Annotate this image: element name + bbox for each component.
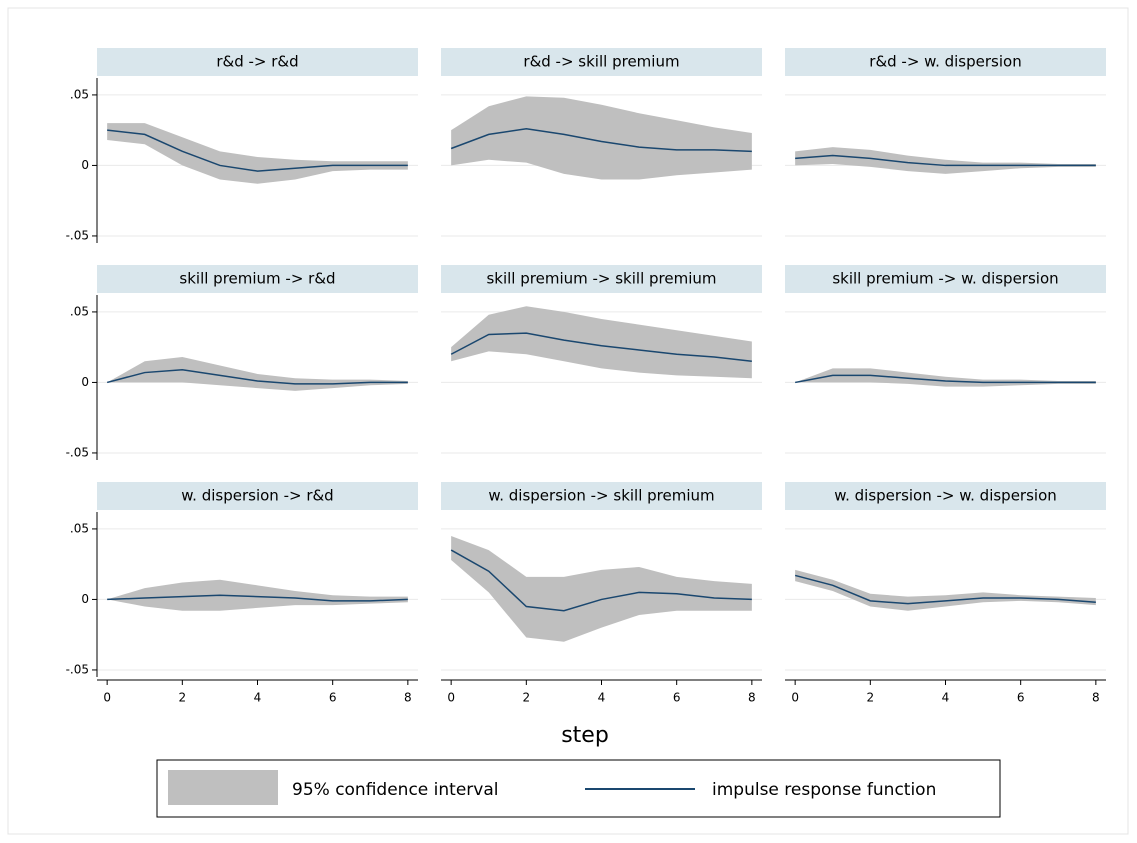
x-tick-label: 2: [179, 691, 187, 705]
legend-label: 95% confidence interval: [292, 780, 498, 800]
y-tick-label: -.05: [66, 445, 89, 459]
x-tick-label: 0: [103, 691, 111, 705]
x-tick-label: 6: [673, 691, 681, 705]
panel-title: skill premium -> w. dispersion: [832, 270, 1058, 288]
x-tick-label: 6: [329, 691, 337, 705]
panel-header: [441, 265, 762, 293]
x-tick-label: 6: [1017, 691, 1025, 705]
panel-title: r&d -> r&d: [216, 53, 298, 71]
x-tick-label: 0: [791, 691, 799, 705]
irf-line: [795, 374, 1096, 384]
panel-header: [97, 48, 418, 76]
x-tick-label: 8: [404, 691, 412, 705]
legend-swatch: [168, 770, 278, 805]
y-tick-label: 0: [81, 158, 89, 172]
panel-header: [441, 482, 762, 510]
y-tick-label: .05: [70, 304, 89, 318]
irf-line: [106, 368, 408, 385]
panel-title: w. dispersion -> skill premium: [488, 487, 714, 505]
irf-line: [794, 574, 1096, 605]
irf-line: [107, 594, 408, 602]
confidence-band: [451, 535, 752, 642]
confidence-band: [451, 306, 752, 379]
irf-line: [450, 128, 752, 153]
panel-title: skill premium -> skill premium: [486, 270, 716, 288]
panel-header: [785, 482, 1106, 510]
irf-line: [107, 129, 408, 172]
irf-line: [450, 549, 752, 612]
x-tick-label: 4: [254, 691, 262, 705]
x-axis-label: step: [561, 723, 609, 748]
confidence-band: [451, 96, 752, 180]
panel-header: [785, 265, 1106, 293]
y-tick-label: .05: [70, 87, 89, 101]
x-tick-label: 2: [867, 691, 875, 705]
panel-title: w. dispersion -> w. dispersion: [834, 487, 1057, 505]
legend: [156, 759, 1001, 818]
panel-header: [97, 265, 418, 293]
y-tick-label: 0: [81, 592, 89, 606]
y-tick-label: 0: [81, 375, 89, 389]
confidence-band: [795, 147, 1096, 174]
panel-header: [441, 48, 762, 76]
y-tick-label: -.05: [66, 228, 89, 242]
legend-label: impulse response function: [712, 780, 936, 800]
x-tick-label: 4: [942, 691, 950, 705]
x-tick-label: 8: [748, 691, 756, 705]
y-tick-label: .05: [70, 521, 89, 535]
irf-line: [450, 332, 752, 363]
x-tick-label: 2: [523, 691, 531, 705]
confidence-band: [107, 123, 408, 184]
irf-line: [795, 154, 1096, 167]
x-tick-label: 0: [447, 691, 455, 705]
confidence-band: [107, 357, 408, 391]
panel-header: [785, 48, 1106, 76]
panel-title: w. dispersion -> r&d: [181, 487, 333, 505]
y-tick-label: -.05: [66, 662, 89, 676]
panel-title: skill premium -> r&d: [179, 270, 335, 288]
panel-title: r&d -> skill premium: [523, 53, 679, 71]
x-tick-label: 4: [598, 691, 606, 705]
x-tick-label: 8: [1092, 691, 1100, 705]
panel-title: r&d -> w. dispersion: [869, 53, 1021, 71]
confidence-band: [107, 579, 408, 611]
panel-header: [97, 482, 418, 510]
